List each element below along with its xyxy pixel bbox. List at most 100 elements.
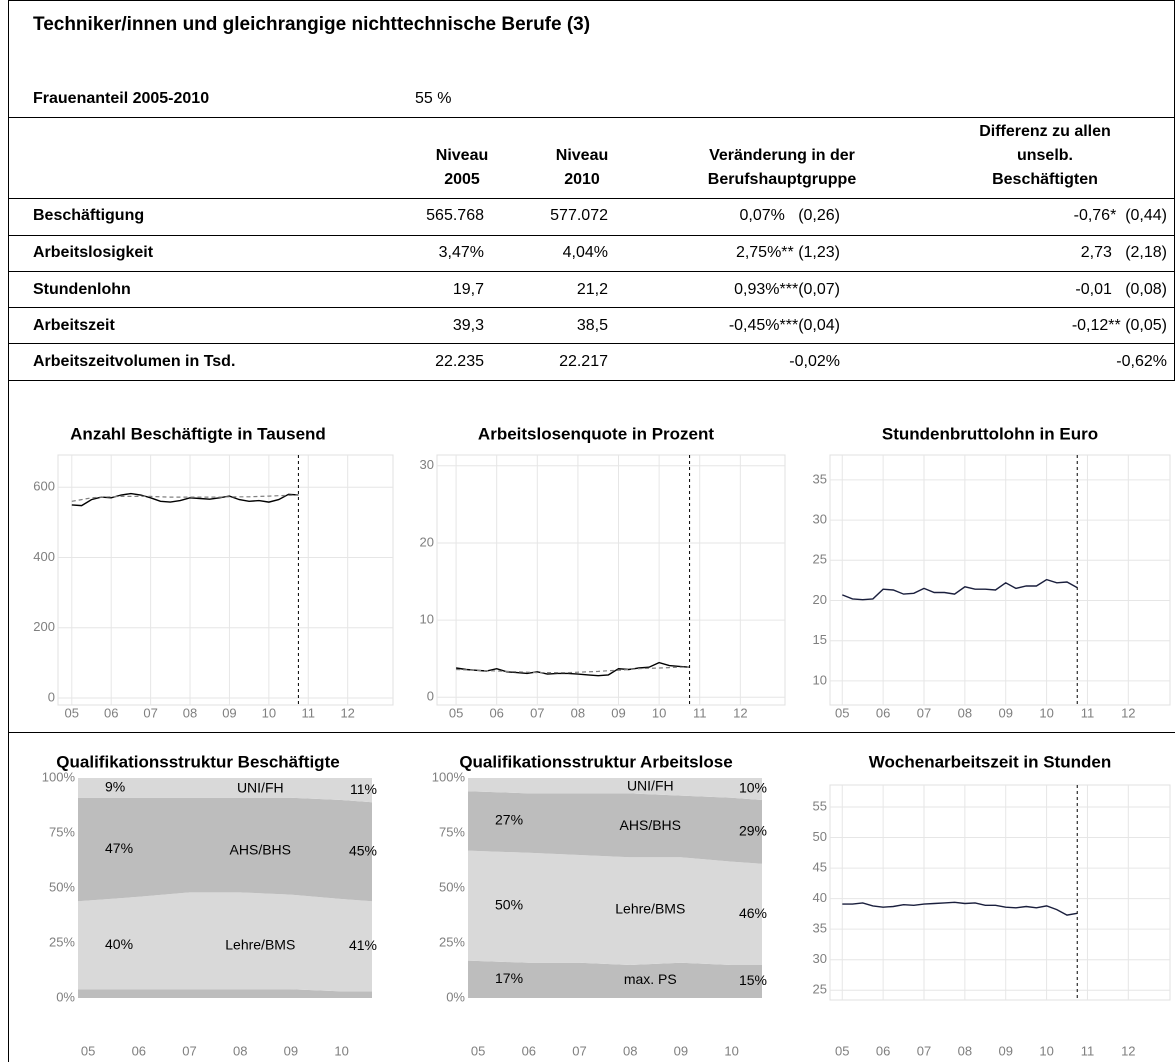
x-tick-label: 08 [571,705,585,720]
x-tick-label: 10 [652,705,666,720]
x-tick-label: 11 [302,705,316,720]
y-tick-label: 0 [48,689,55,704]
cell: -0,45%***(0,04) [729,317,840,334]
x-tick-label: 06 [104,705,118,720]
y-tick-label: 50% [439,879,465,894]
area [468,778,762,800]
x-tick-label: 11 [693,705,707,720]
row-label: Arbeitszeitvolumen in Tsd. [33,353,235,370]
x-tick-label: 05 [471,1043,485,1058]
plot-area [57,454,394,706]
chart-title: Arbeitslosenquote in Prozent [478,424,714,443]
x-tick-label: 10 [1039,1043,1053,1058]
line [71,492,299,507]
chart-title: Stundenbruttolohn in Euro [882,424,1098,443]
row-label: Beschäftigung [33,207,144,224]
row-label: Stundenlohn [33,281,131,298]
x-tick-label: 10 [724,1043,738,1058]
x-tick-label: 07 [917,705,931,720]
line [842,901,1078,916]
y-tick-label: 20 [813,592,827,607]
y-tick-label: 75% [49,824,75,839]
area [78,892,372,992]
x-tick-label: 06 [876,1043,890,1058]
y-tick-label: 50% [49,879,75,894]
chart-title: Qualifikationsstruktur Arbeitslose [459,752,732,771]
y-tick-label: 45 [813,860,827,875]
x-tick-label: 09 [674,1043,688,1058]
value-label: 9% [105,779,125,795]
value-label: 17% [495,970,523,986]
x-tick-label: 07 [530,705,544,720]
y-tick-label: 30 [813,951,827,966]
value-label: 50% [495,896,523,912]
x-tick-label: 08 [958,1043,972,1058]
x-tick-label: 05 [449,705,463,720]
x-tick-label: 08 [623,1043,637,1058]
y-tick-label: 10 [813,672,827,687]
y-tick-label: 25 [813,982,827,997]
share-value: 55 % [415,90,451,107]
x-tick-label: 06 [489,705,503,720]
x-tick-label: 11 [1081,1043,1095,1058]
column-header: Berufshauptgruppe [708,171,857,188]
x-tick-label: 09 [998,705,1012,720]
plot-area [436,454,786,706]
chart-title: Wochenarbeitszeit in Stunden [869,752,1111,771]
cell: 0,93%***(0,07) [734,281,840,298]
x-tick-label: 09 [222,705,236,720]
area [468,960,762,998]
y-tick-label: 25% [49,934,75,949]
cell: 39,3 [453,317,484,334]
area [78,989,372,998]
x-tick-label: 09 [284,1043,298,1058]
y-tick-label: 25% [439,934,465,949]
x-tick-label: 05 [835,705,849,720]
value-label: 41% [349,937,377,953]
y-tick-label: 0 [427,689,434,704]
cell: 38,5 [577,317,608,334]
x-tick-label: 05 [65,705,79,720]
value-label: 15% [739,972,767,988]
page-title: Techniker/innen und gleichrangige nichtt… [33,14,590,35]
y-tick-label: 100% [42,769,76,784]
y-tick-label: 20 [420,534,434,549]
row-label: Arbeitslosigkeit [33,244,154,261]
column-header: 2010 [564,171,600,188]
cell: 21,2 [577,281,608,298]
x-tick-label: 07 [143,705,157,720]
plot-area [829,454,1171,706]
area [468,850,762,965]
y-tick-label: 25 [813,552,827,567]
series-name: UNI/FH [627,778,674,794]
series-name: Lehre/BMS [615,901,685,917]
x-tick-label: 06 [522,1043,536,1058]
x-tick-label: 10 [334,1043,348,1058]
y-tick-label: 0% [446,989,465,1004]
x-tick-label: 09 [611,705,625,720]
x-tick-label: 07 [572,1043,586,1058]
cell: 0,07% (0,26) [740,207,841,224]
cell: 3,47% [439,244,484,261]
y-tick-label: 40 [813,890,827,905]
share-label: Frauenanteil 2005-2010 [33,90,209,107]
value-label: 46% [739,905,767,921]
cell: -0,62% [1116,353,1167,370]
y-tick-label: 10 [420,612,434,627]
x-tick-label: 08 [958,705,972,720]
line [456,666,690,674]
cell: 19,7 [453,281,484,298]
y-tick-label: 0% [56,989,75,1004]
line [71,494,299,502]
x-tick-label: 06 [132,1043,146,1058]
x-tick-label: 12 [340,705,354,720]
y-tick-label: 30 [420,457,434,472]
cell: 22.217 [559,353,608,370]
chart-title: Qualifikationsstruktur Beschäftigte [56,752,339,771]
x-tick-label: 08 [183,705,197,720]
series-name: Lehre/BMS [225,936,295,952]
column-header: Veränderung in der [709,147,855,164]
cell: -0,76* (0,44) [1074,207,1167,224]
x-tick-label: 07 [182,1043,196,1058]
